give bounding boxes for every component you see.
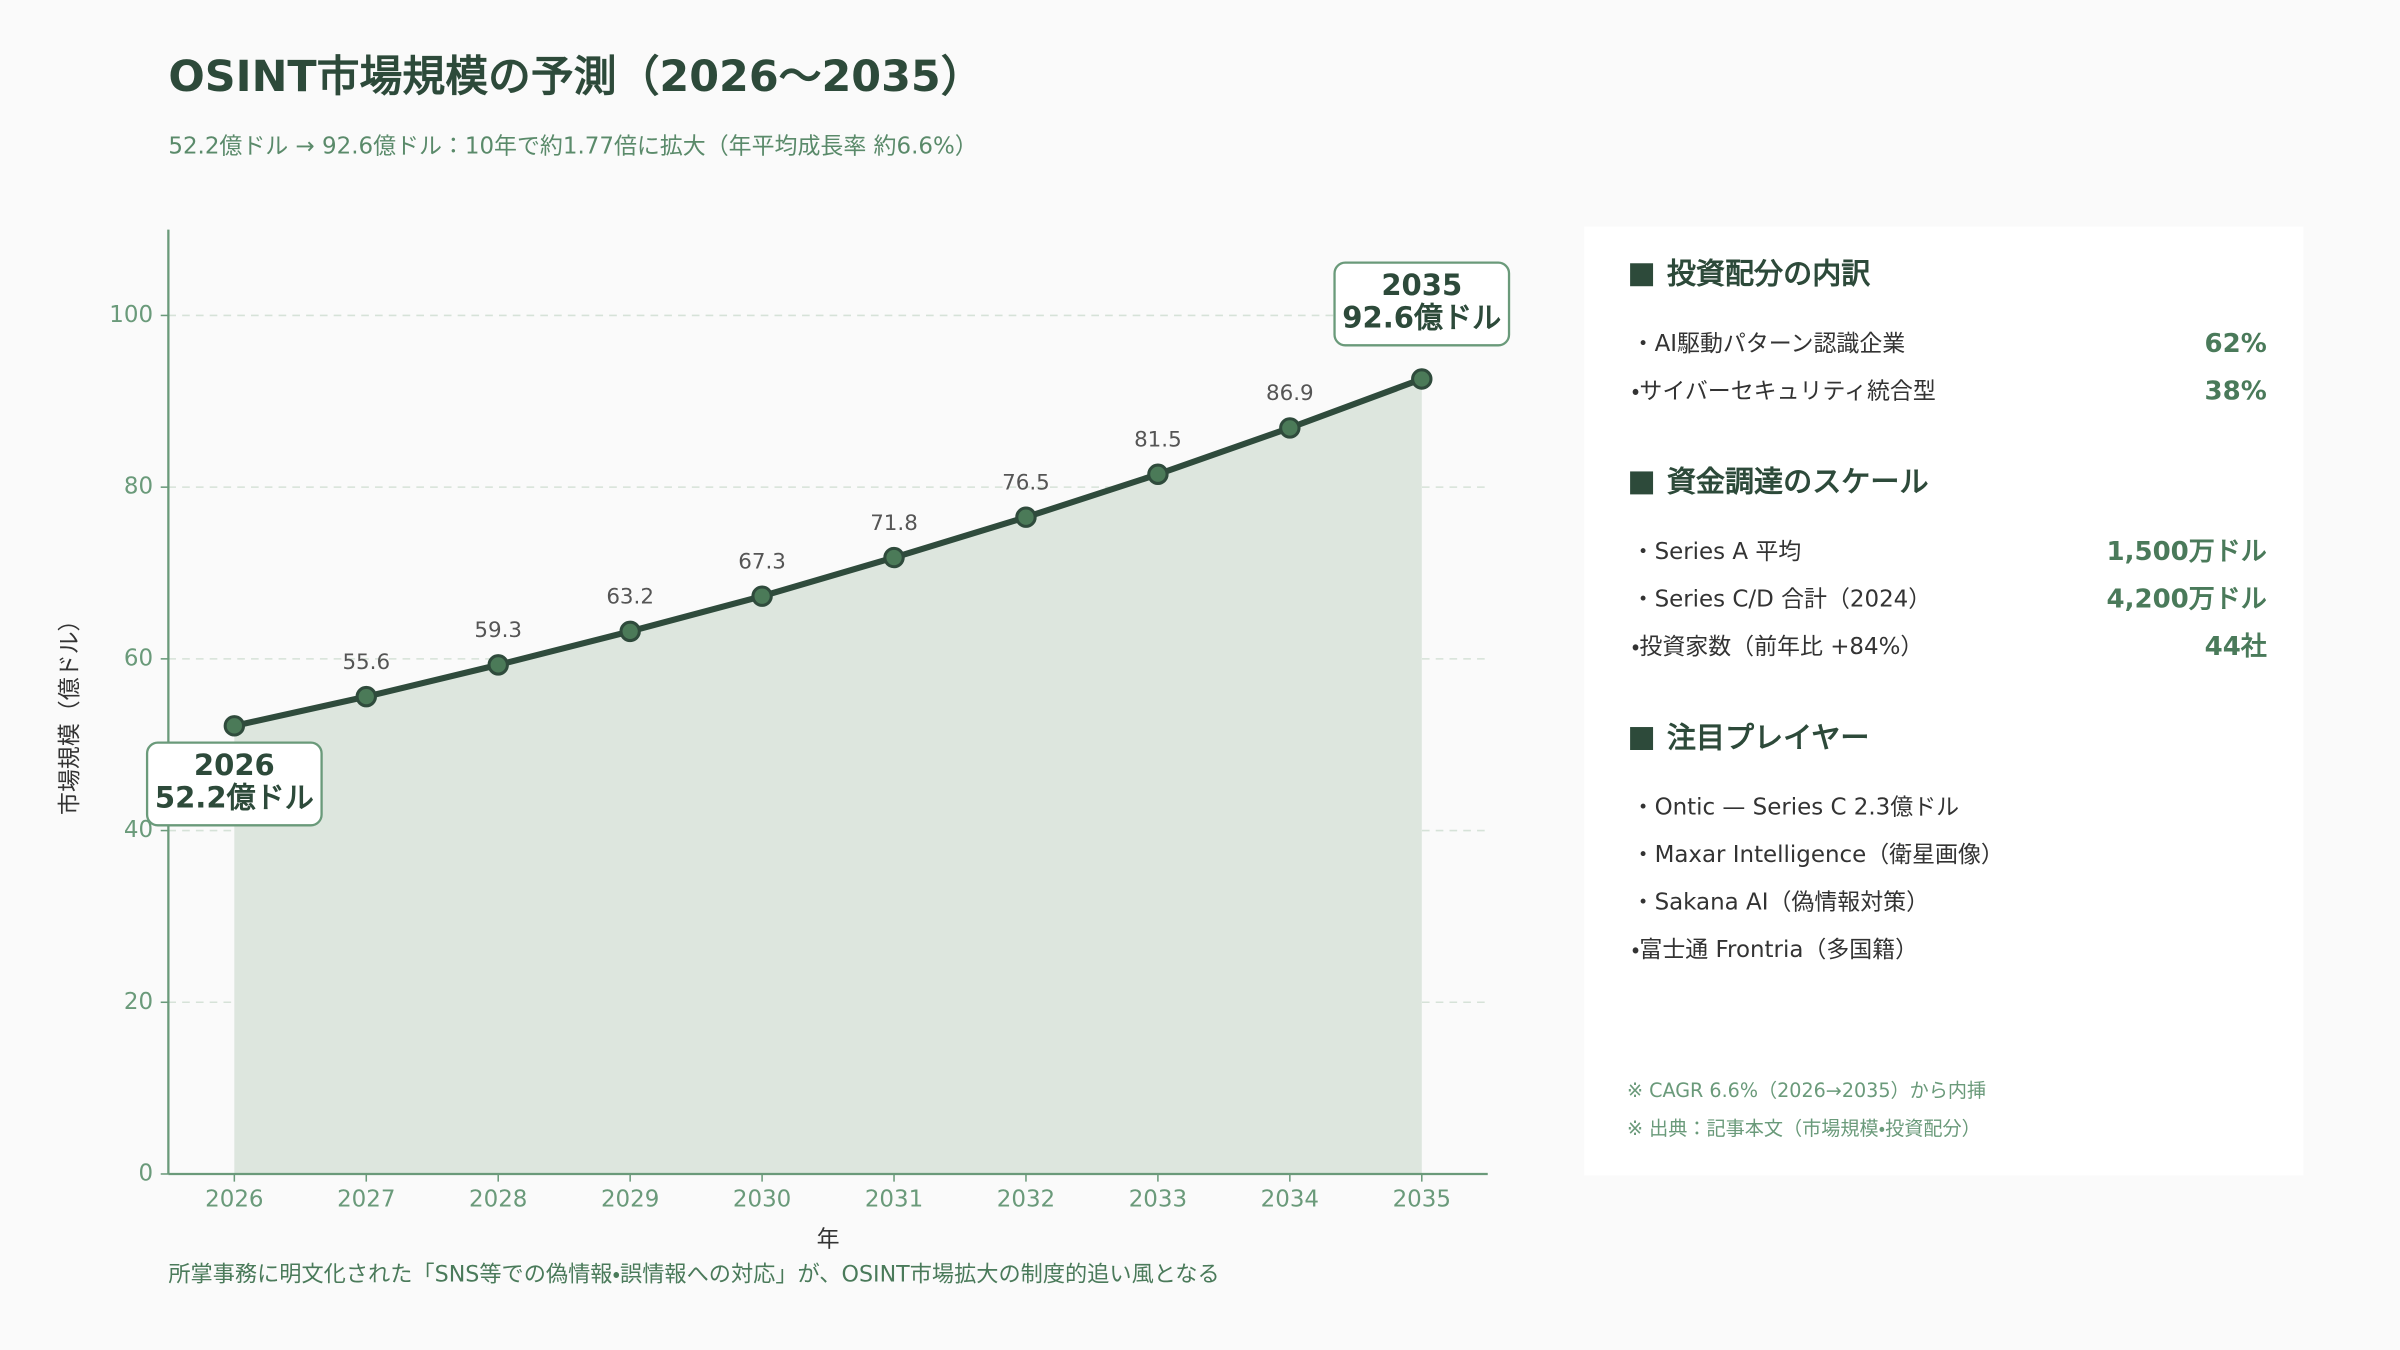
value-label: 63.2: [606, 585, 654, 610]
x-tick-label: 2031: [865, 1187, 923, 1213]
note: ※ 出典：記事本文（市場規模・投資配分）: [1627, 1117, 1981, 1140]
x-tick-label: 2035: [1393, 1187, 1451, 1213]
section-heading: 注目プレイヤー: [1667, 720, 1870, 754]
x-tick-label: 2026: [205, 1187, 263, 1213]
marker: [619, 620, 641, 643]
note: ※ CAGR 6.6%（2026→2035）から内挿: [1627, 1079, 1986, 1102]
item-label: ・Series A 平均: [1632, 539, 1802, 565]
x-tick-label: 2032: [997, 1187, 1055, 1213]
heading-square: [1630, 727, 1654, 750]
section-heading: 投資配分の内訳: [1667, 257, 1871, 291]
info-panel: [1584, 226, 2304, 1176]
value-label: 81.5: [1134, 428, 1182, 453]
heading-square: [1630, 471, 1654, 495]
x-tick-label: 2034: [1261, 1187, 1319, 1213]
y-tick-label: 0: [138, 1160, 153, 1186]
item-value: 38%: [2205, 376, 2267, 406]
item-label: ・AI駆動パターン認識企業: [1632, 331, 1906, 357]
marker: [1411, 368, 1433, 390]
chart-title: OSINT市場規模の予測（2026〜2035）: [168, 52, 983, 102]
marker: [487, 654, 509, 676]
marker: [355, 685, 377, 708]
item-label: ・投資家数（前年比 +84%）: [1632, 634, 1924, 660]
x-axis-title: 年: [817, 1226, 840, 1252]
area: [234, 378, 1422, 1174]
callout-value: 52.2億ドル: [155, 780, 314, 814]
x-tick-label: 2027: [337, 1187, 395, 1213]
callout-year: 2035: [1381, 268, 1462, 302]
marker: [1279, 417, 1301, 439]
caption: 所掌事務に明文化された「SNS等での偽情報・誤情報への対応」が、OSINT市場拡…: [168, 1262, 1219, 1288]
marker: [1015, 506, 1037, 528]
y-tick-label: 20: [124, 989, 153, 1015]
value-label: 71.8: [870, 511, 918, 536]
callout-year: 2026: [194, 748, 275, 782]
item-label: ・Ontic — Series C 2.3億ドル: [1632, 795, 1959, 821]
marker: [883, 546, 905, 569]
callout-value: 92.6億ドル: [1342, 300, 1501, 334]
value-label: 67.3: [738, 550, 786, 575]
line: [233, 376, 1423, 729]
callout-box: [1333, 261, 1511, 347]
y-axis-title: 市場規模（億ドル）: [57, 609, 83, 815]
heading-square: [1630, 263, 1654, 287]
marker: [223, 715, 246, 737]
value-label: 86.9: [1266, 381, 1314, 406]
item-label: ・Maxar Intelligence（衛星画像）: [1632, 842, 2004, 868]
value-label: 55.6: [342, 650, 390, 675]
callout-box: [145, 741, 323, 827]
x-tick-label: 2028: [469, 1187, 527, 1213]
item-label: ・サイバーセキュリティ統合型: [1632, 378, 1936, 404]
item-value: 4,200万ドル: [2106, 585, 2266, 615]
marker: [751, 585, 773, 607]
chart-subtitle: 52.2億ドル → 92.6億ドル：10年で約1.77倍に拡大（年平均成長率 約…: [168, 133, 977, 159]
marker: [1147, 463, 1169, 485]
x-tick-label: 2029: [601, 1187, 659, 1213]
y-tick-label: 60: [124, 645, 153, 671]
x-tick-label: 2033: [1129, 1187, 1187, 1213]
x-tick-label: 2030: [733, 1187, 791, 1213]
item-value: 62%: [2205, 329, 2267, 359]
section-heading: 資金調達のスケール: [1667, 465, 1929, 499]
item-label: ・富士通 Frontria（多国籍）: [1632, 937, 1918, 963]
value-label: 76.5: [1002, 471, 1050, 496]
value-label: 59.3: [474, 618, 522, 643]
item-label: ・Series C/D 合計（2024）: [1632, 587, 1932, 613]
item-value: 44社: [2205, 632, 2267, 662]
item-value: 1,500万ドル: [2106, 537, 2266, 567]
item-label: ・Sakana AI（偽情報対策）: [1632, 890, 1929, 916]
y-tick-label: 80: [124, 474, 153, 500]
y-tick-label: 100: [109, 302, 153, 328]
